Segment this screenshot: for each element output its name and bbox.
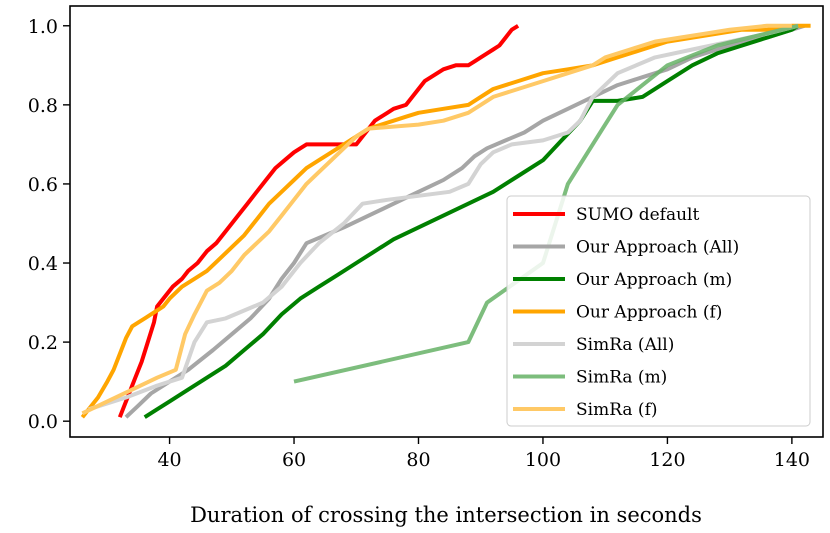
x-tick-label: 120 xyxy=(649,449,685,471)
legend-box xyxy=(506,195,811,427)
y-tick-label: 0.4 xyxy=(28,253,58,275)
legend-label: SimRa (m) xyxy=(576,368,667,388)
x-tick-label: 100 xyxy=(525,449,561,471)
series-line-5 xyxy=(88,23,799,412)
y-axis-ticks: 0.0 0.2 0.4 0.6 0.8 1.0 xyxy=(28,16,70,433)
x-axis-ticks: 40 60 80 100 120 140 xyxy=(157,437,810,471)
series-line-7 xyxy=(81,23,792,416)
legend-label: SimRa (All) xyxy=(576,335,674,355)
plot-frame xyxy=(69,5,824,438)
legend-label: Our Approach (f) xyxy=(576,303,722,323)
series-line-2 xyxy=(124,23,805,419)
legend-label: Our Approach (All) xyxy=(576,238,739,258)
x-tick-label: 40 xyxy=(157,449,181,471)
legend-label: Our Approach (m) xyxy=(576,270,732,290)
series-line-6 xyxy=(293,23,799,384)
series-line-1 xyxy=(117,24,520,418)
legend: SUMO default Our Approach (All) Our Approa… xyxy=(506,195,811,427)
series-layer xyxy=(80,23,811,419)
x-tick-label: 60 xyxy=(282,449,306,471)
x-tick-label: 140 xyxy=(774,449,810,471)
y-tick-label: 0.6 xyxy=(28,174,58,196)
x-axis-label: Duration of crossing the intersection in… xyxy=(190,503,702,527)
series-line-4 xyxy=(80,23,811,419)
series-line-3 xyxy=(143,24,800,419)
y-tick-label: 0.2 xyxy=(28,332,58,354)
y-tick-label: 0.8 xyxy=(28,95,58,117)
legend-label: SimRa (f) xyxy=(576,400,658,420)
y-tick-label: 1.0 xyxy=(28,16,58,38)
legend-label: SUMO default xyxy=(576,205,699,225)
y-tick-label: 0.0 xyxy=(28,411,58,433)
x-tick-label: 80 xyxy=(406,449,430,471)
legend-items: SUMO default Our Approach (All) Our Approa… xyxy=(513,205,739,420)
